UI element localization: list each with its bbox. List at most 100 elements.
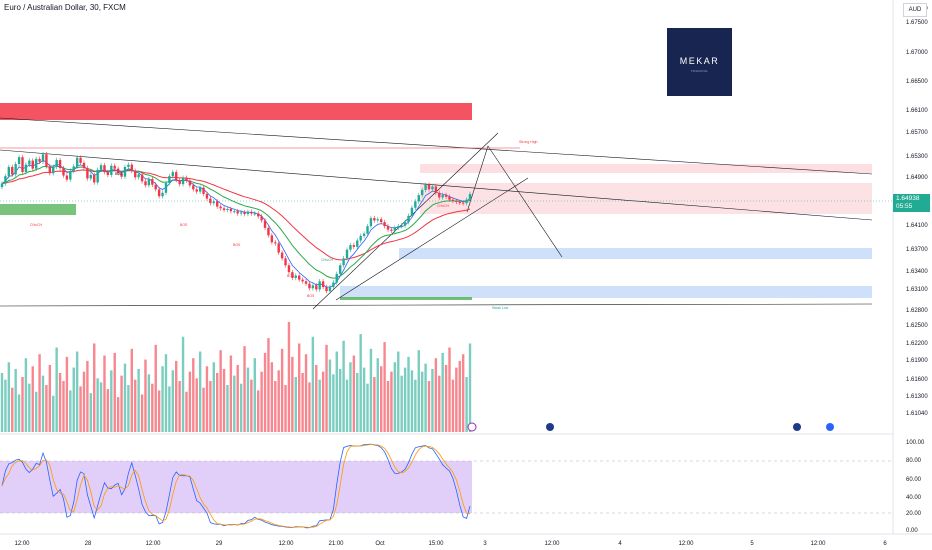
candle-body [397, 226, 400, 228]
volume-bar [253, 358, 256, 432]
candle-body [301, 279, 304, 282]
candle-body [168, 176, 171, 184]
candle-body [69, 170, 72, 180]
candle-body [41, 154, 45, 162]
price-tick-label: 1.63100 [906, 287, 928, 293]
volume-layer [0, 322, 472, 432]
volume-bar [120, 375, 123, 432]
candle-body [468, 193, 472, 200]
volume-bar [58, 372, 62, 432]
volume-bar [28, 383, 31, 432]
candle-body [38, 158, 41, 162]
volume-bar [116, 397, 120, 432]
price-tick-label: 1.64900 [906, 175, 928, 181]
volume-bar [239, 383, 243, 432]
candle-body [140, 174, 144, 182]
candle-body [24, 164, 28, 173]
volume-bar [332, 374, 335, 432]
zones-layer [0, 103, 872, 300]
candle-body [393, 227, 397, 231]
price-axis[interactable]: 1.680001.675001.670001.665001.661001.657… [906, 6, 928, 417]
candle-body [4, 176, 7, 184]
volume-bar [17, 394, 21, 432]
candle-body [175, 172, 178, 181]
candle-body [202, 187, 205, 194]
volume-bar [345, 379, 349, 432]
candle-body [21, 157, 24, 173]
candle-body [212, 201, 215, 204]
volume-bar [321, 371, 325, 432]
volume-bar [130, 348, 134, 432]
volume-bar [318, 379, 321, 432]
stoch-tick-label: 20.00 [906, 511, 922, 517]
candle-body [130, 164, 134, 171]
volume-bar [400, 375, 403, 432]
candle-body [7, 166, 11, 177]
candle-body [0, 183, 4, 188]
candle-body [434, 186, 438, 193]
price-tick-label: 1.63400 [906, 269, 928, 275]
volume-bar [383, 342, 386, 432]
candle-body [438, 192, 441, 198]
time-tick-label: 12:00 [810, 541, 826, 547]
candle-body [441, 195, 444, 198]
volume-bar [45, 385, 48, 432]
candle-body [31, 160, 34, 169]
volume-bar [390, 371, 393, 432]
volume-bar [335, 351, 338, 432]
currency-selector[interactable]: AUD [903, 3, 927, 17]
time-tick-label: 3 [483, 541, 487, 547]
candle-body [99, 165, 103, 170]
candle-body [342, 258, 345, 266]
volume-bar [137, 368, 140, 432]
stoch-tick-label: 80.00 [906, 458, 922, 464]
volume-bar [451, 379, 455, 432]
bos-label-3: BOS [233, 243, 241, 247]
volume-bar [123, 363, 127, 432]
volume-bar [373, 377, 376, 432]
volume-bar [414, 379, 417, 432]
candle-body [400, 225, 403, 227]
volume-bar [212, 362, 215, 432]
candle-body [366, 226, 369, 234]
candle-body [229, 208, 233, 212]
volume-bar [151, 383, 154, 432]
volume-bar [140, 394, 144, 432]
candle-body [263, 220, 267, 228]
volume-bar [277, 370, 280, 432]
event-icons[interactable] [467, 422, 834, 432]
demand-zone-low-fill [340, 297, 472, 300]
flag-event-icon [546, 423, 554, 431]
time-axis[interactable]: 12:00 28 12:00 29 12:00 21:00 Oct 15:00 3 12:00 4 1… [14, 541, 887, 547]
volume-bar [110, 370, 113, 432]
volume-bar [202, 387, 205, 432]
price-tick-label: 1.65300 [906, 154, 928, 160]
candle-body [284, 258, 287, 266]
candle-body [417, 195, 420, 202]
candle-body [79, 157, 82, 163]
candle-body [383, 222, 386, 227]
time-tick-label: 12:00 [678, 541, 694, 547]
volume-bar [86, 360, 89, 432]
volume-bar [161, 366, 164, 432]
candles-layer [0, 151, 472, 294]
stoch-band [0, 461, 472, 513]
candle-body [410, 207, 414, 216]
stoch-tick-label: 0.00 [906, 528, 918, 534]
bos-label-1: BOS [115, 172, 123, 176]
volume-bar [315, 364, 318, 432]
time-tick-label: 12:00 [14, 541, 30, 547]
volume-bar [216, 372, 219, 432]
volume-bar [106, 389, 110, 432]
ema-fast-line [1, 159, 471, 288]
time-tick-label: 28 [85, 541, 92, 547]
volume-bar [55, 347, 58, 432]
volume-bar [349, 362, 352, 432]
candle-body [195, 189, 198, 192]
drawing-lines [0, 117, 873, 310]
candle-body [55, 160, 58, 167]
candle-body [376, 219, 379, 221]
candle-body [451, 199, 455, 201]
candle-body [287, 265, 291, 273]
